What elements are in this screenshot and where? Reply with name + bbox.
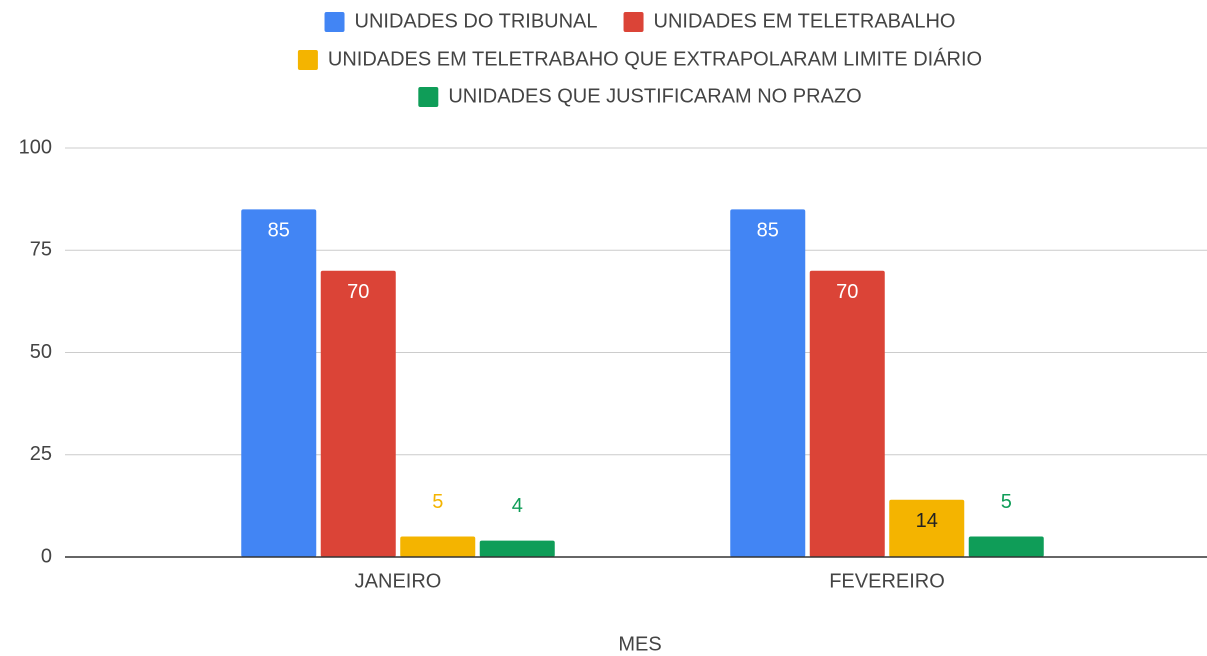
data-label: 70 bbox=[347, 281, 369, 303]
legend-label: UNIDADES EM TELETRABAHO QUE EXTRAPOLARAM… bbox=[328, 47, 982, 70]
y-tick-label: 75 bbox=[30, 239, 52, 261]
bar bbox=[400, 536, 476, 557]
legend-label: UNIDADES DO TRIBUNAL bbox=[355, 10, 598, 32]
bar bbox=[730, 209, 806, 557]
y-tick-label: 100 bbox=[19, 136, 52, 158]
data-label: 5 bbox=[432, 491, 443, 513]
data-label: 5 bbox=[1001, 491, 1012, 513]
legend-swatch bbox=[297, 50, 318, 70]
legend-label: UNIDADES QUE JUSTIFICARAM NO PRAZO bbox=[448, 85, 861, 107]
x-tick-label: FEVEREIRO bbox=[829, 570, 945, 592]
bar bbox=[809, 270, 885, 557]
legend-swatch bbox=[324, 12, 345, 32]
bar bbox=[889, 499, 965, 557]
x-axis-title: MES bbox=[618, 633, 661, 655]
legend-label: UNIDADES EM TELETRABALHO bbox=[654, 10, 956, 32]
x-tick-label: JANEIRO bbox=[355, 570, 442, 592]
y-tick-label: 50 bbox=[30, 341, 52, 363]
y-tick-label: 0 bbox=[41, 545, 52, 567]
y-tick-label: 25 bbox=[30, 443, 52, 465]
bar bbox=[479, 540, 555, 557]
bar bbox=[241, 209, 317, 557]
data-label: 85 bbox=[757, 220, 779, 242]
legend-swatch bbox=[418, 87, 439, 107]
data-label: 4 bbox=[512, 495, 523, 517]
bar bbox=[320, 270, 396, 557]
data-label: 70 bbox=[836, 281, 858, 303]
bar bbox=[968, 536, 1044, 557]
legend-swatch bbox=[623, 12, 644, 32]
data-label: 85 bbox=[268, 220, 290, 242]
data-label: 14 bbox=[916, 510, 938, 532]
